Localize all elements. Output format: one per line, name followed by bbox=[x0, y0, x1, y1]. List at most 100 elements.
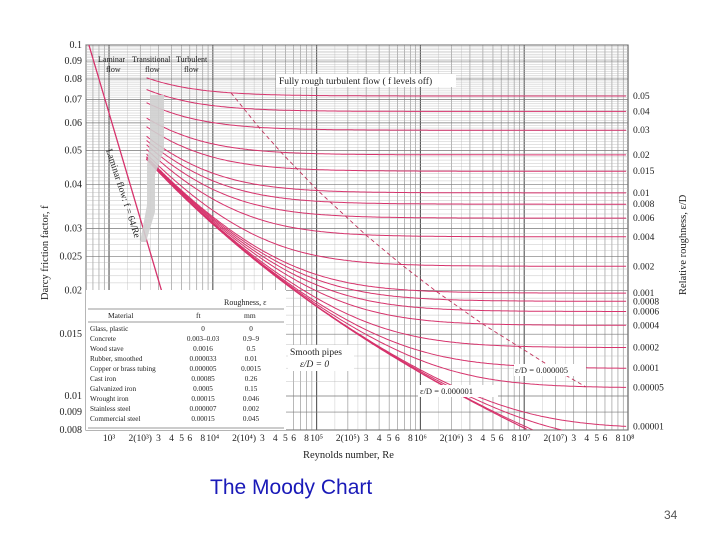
roughness-label-0.02: 0.02 bbox=[633, 151, 650, 161]
table-cell-material: Commercial steel bbox=[90, 415, 141, 423]
x-tick-label: 8 bbox=[512, 434, 517, 444]
roughness-curve-0.02 bbox=[146, 117, 627, 156]
x-tick-label: 10⁵ bbox=[310, 434, 323, 444]
x-tick-label: 6 bbox=[603, 434, 608, 444]
x-tick-label: 3 bbox=[156, 434, 161, 444]
axis-ticks: 0.10.090.080.070.060.050.040.030.0250.02… bbox=[60, 40, 635, 444]
table-cell-mm: 0.15 bbox=[245, 385, 258, 393]
y-tick-label: 0.08 bbox=[65, 74, 83, 85]
roughness-label-0.00005: 0.00005 bbox=[633, 383, 664, 393]
laminar-region-label-2: flow bbox=[106, 65, 121, 74]
y-tick-label: 0.05 bbox=[65, 146, 83, 157]
x-tick-label: 2(10³) bbox=[129, 433, 152, 444]
x-tick-label: 4 bbox=[481, 434, 486, 444]
roughness-curve-0.008 bbox=[146, 140, 627, 205]
roughness-label-0.04: 0.04 bbox=[633, 107, 650, 117]
table-cell-ft: 0.00085 bbox=[191, 375, 215, 383]
roughness-label-0.0006: 0.0006 bbox=[633, 307, 659, 317]
x-tick-label: 5 bbox=[387, 434, 392, 444]
x-tick-label: 8 bbox=[304, 434, 309, 444]
table-cell-ft: 0.0005 bbox=[193, 385, 213, 393]
table-cell-ft: 0 bbox=[201, 325, 205, 333]
smooth-pipes-label-1: Smooth pipes bbox=[290, 348, 342, 358]
y-tick-label: 0.03 bbox=[65, 224, 83, 235]
fully-rough-boundary bbox=[230, 92, 586, 388]
roughness-label-0.0001: 0.0001 bbox=[633, 364, 659, 374]
roughness-label-0.0008: 0.0008 bbox=[633, 297, 659, 307]
roughness-curve-0.004 bbox=[146, 148, 627, 238]
laminar-flow-line bbox=[88, 44, 164, 296]
table-cell-material: Galvanized iron bbox=[90, 385, 137, 393]
x-tick-label: 10⁶ bbox=[414, 434, 427, 444]
table-cell-ft: 0.000005 bbox=[190, 365, 217, 373]
y-tick-label: 0.009 bbox=[60, 407, 83, 418]
x-tick-label: 2(10⁷) bbox=[544, 433, 568, 444]
transition-region-label-2: flow bbox=[145, 65, 160, 74]
x-tick-label: 10³ bbox=[103, 434, 116, 444]
x-axis-label: Reynolds number, Re bbox=[303, 450, 394, 461]
roughness-table: Roughness, ε Material ft mm Glass, plast… bbox=[86, 290, 286, 430]
y-tick-label: 0.01 bbox=[65, 391, 83, 402]
table-cell-ft: 0.000033 bbox=[190, 355, 217, 363]
x-tick-label: 4 bbox=[377, 434, 382, 444]
table-cell-mm: 0.045 bbox=[243, 415, 260, 423]
table-cell-ft: 0.0016 bbox=[193, 345, 213, 353]
table-cell-material: Stainless steel bbox=[90, 405, 131, 413]
table-header-ft: ft bbox=[196, 311, 201, 320]
curve-label-0.000005: ε/D = 0.000005 bbox=[515, 365, 568, 375]
x-tick-label: 8 bbox=[408, 434, 413, 444]
roughness-label-0.004: 0.004 bbox=[633, 233, 655, 243]
table-cell-mm: 0.0015 bbox=[241, 365, 261, 373]
table-header-mm: mm bbox=[244, 311, 256, 320]
table-cell-mm: 0.01 bbox=[245, 355, 258, 363]
x-tick-label: 6 bbox=[395, 434, 400, 444]
roughness-curve-0.001 bbox=[146, 156, 627, 294]
table-cell-mm: 0.26 bbox=[245, 375, 258, 383]
slide-caption: The Moody Chart bbox=[210, 476, 373, 499]
laminar-region-label-1: Laminar bbox=[98, 55, 125, 64]
table-cell-mm: 0.002 bbox=[243, 405, 260, 413]
y-tick-label: 0.09 bbox=[65, 56, 83, 67]
roughness-label-0.0002: 0.0002 bbox=[633, 344, 659, 354]
x-tick-label: 2(10⁵) bbox=[336, 433, 360, 444]
roughness-label-0.00001: 0.00001 bbox=[633, 422, 664, 432]
y-tick-label: 0.07 bbox=[65, 94, 83, 105]
table-cell-material: Rubber, smoothed bbox=[90, 355, 143, 363]
page-number: 34 bbox=[664, 508, 678, 522]
roughness-label-0.002: 0.002 bbox=[633, 262, 655, 272]
roughness-curve-0.015 bbox=[146, 126, 627, 172]
roughness-curve-0.04 bbox=[146, 89, 627, 112]
table-cell-mm: 0.5 bbox=[247, 345, 256, 353]
roughness-label-0.01: 0.01 bbox=[633, 189, 650, 199]
y-tick-label: 0.008 bbox=[60, 425, 83, 436]
roughness-curve-0.002 bbox=[146, 153, 627, 267]
table-cell-material: Wrought iron bbox=[90, 395, 129, 403]
table-cell-mm: 0.046 bbox=[243, 395, 260, 403]
table-cell-material: Wood stave bbox=[90, 345, 124, 353]
smooth-pipes-label-2: ε/D = 0 bbox=[300, 360, 329, 370]
y2-axis-label: Relative roughness, ε/D bbox=[678, 194, 689, 295]
roughness-curve-0.006 bbox=[146, 144, 627, 219]
roughness-curve-0.01 bbox=[146, 135, 627, 194]
table-cell-material: Cast iron bbox=[90, 375, 117, 383]
x-tick-label: 3 bbox=[364, 434, 369, 444]
x-tick-label: 10⁷ bbox=[518, 434, 531, 444]
x-tick-label: 4 bbox=[273, 434, 278, 444]
x-tick-label: 3 bbox=[571, 434, 576, 444]
y-tick-label: 0.02 bbox=[65, 285, 83, 296]
table-cell-ft: 0.00015 bbox=[191, 395, 215, 403]
roughness-curve-0.05 bbox=[146, 77, 627, 97]
roughness-labels: 0.05 0.04 0.03 0.02 0.015 0.010.008 0.006 0.004… bbox=[633, 92, 664, 432]
transition-region-label-1: Transitional bbox=[132, 55, 171, 64]
roughness-curve-0.0008 bbox=[146, 156, 627, 302]
roughness-curve-0.0002 bbox=[146, 158, 627, 348]
table-cell-material: Concrete bbox=[90, 335, 116, 343]
roughness-label-0.0004: 0.0004 bbox=[633, 321, 659, 331]
roughness-label-0.008: 0.008 bbox=[633, 200, 655, 210]
roughness-curve-0.03 bbox=[146, 102, 627, 131]
y-tick-label: 0.1 bbox=[70, 40, 83, 51]
roughness-curve-0.0006 bbox=[146, 157, 627, 312]
table-cell-mm: 0.9–9 bbox=[243, 335, 260, 343]
x-tick-label: 8 bbox=[616, 434, 621, 444]
